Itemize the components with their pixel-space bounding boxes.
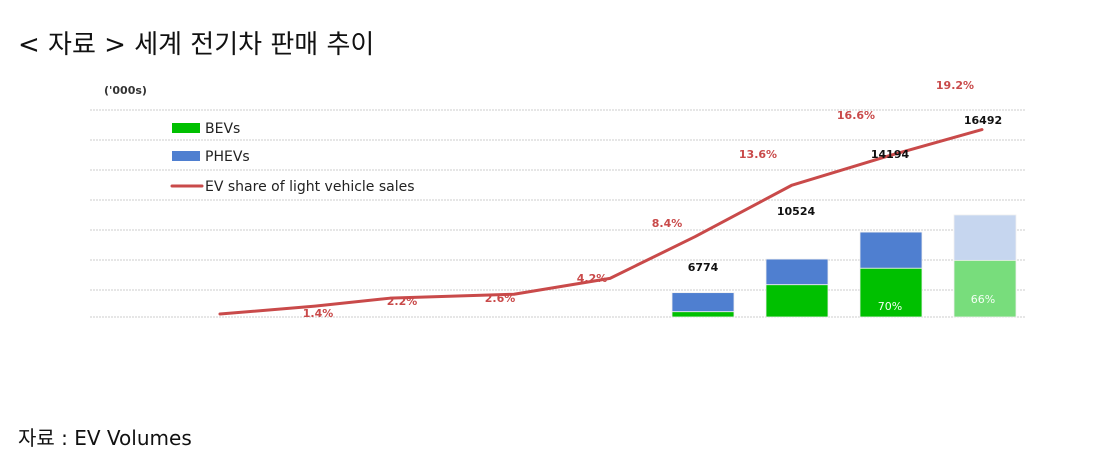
legend-phevs-label: PHEVs [205,149,250,165]
bar-bevs-9 [859,267,923,318]
bar-phevs-10 [953,214,1017,261]
ev-sales-chart: ('000s) BEVs PHEVs EV share of light vehicl… [90,79,1025,320]
total-label-8: 14194 [871,148,910,161]
share-label-6: 8.4% [652,217,683,230]
total-label-7: 10524 [777,205,816,218]
share-label-7: 13.6% [739,148,777,161]
bar-bevs-8 [765,284,829,318]
total-label-6: 6774 [688,261,719,274]
total-label-9: 16492 [964,114,1002,127]
bev-share-label-8: 70% [878,300,902,313]
legend-bevs-label: BEVs [205,121,240,137]
bev-share-label-9: 66% [971,293,995,306]
bar-bevs-10 [953,259,1017,318]
share-label-2: 1.4% [303,307,334,320]
bar-bevs-7 [671,311,735,318]
bar-phevs-8 [765,258,829,286]
bar-phevs-9 [859,231,923,269]
unit-label: ('000s) [104,84,147,97]
ev-share-line [218,128,984,316]
share-label-9: 19.2% [936,79,974,92]
legend-share-label: EV share of light vehicle sales [205,179,415,195]
share-label-8: 16.6% [837,109,875,122]
legend-phevs-swatch [172,151,200,161]
share-label-3: 2.2% [387,295,418,308]
bar-phevs-7 [671,292,735,313]
chart-container: ('000s) BEVs PHEVs EV share of light vehicl… [90,72,1035,322]
page-title: < 자료 > 세계 전기차 판매 추이 [18,30,375,60]
legend-bevs-swatch [172,123,200,133]
share-label-4: 2.6% [485,292,516,305]
share-label-5: 4.2% [577,272,608,285]
source-note: 자료 : EV Volumes [18,426,192,450]
